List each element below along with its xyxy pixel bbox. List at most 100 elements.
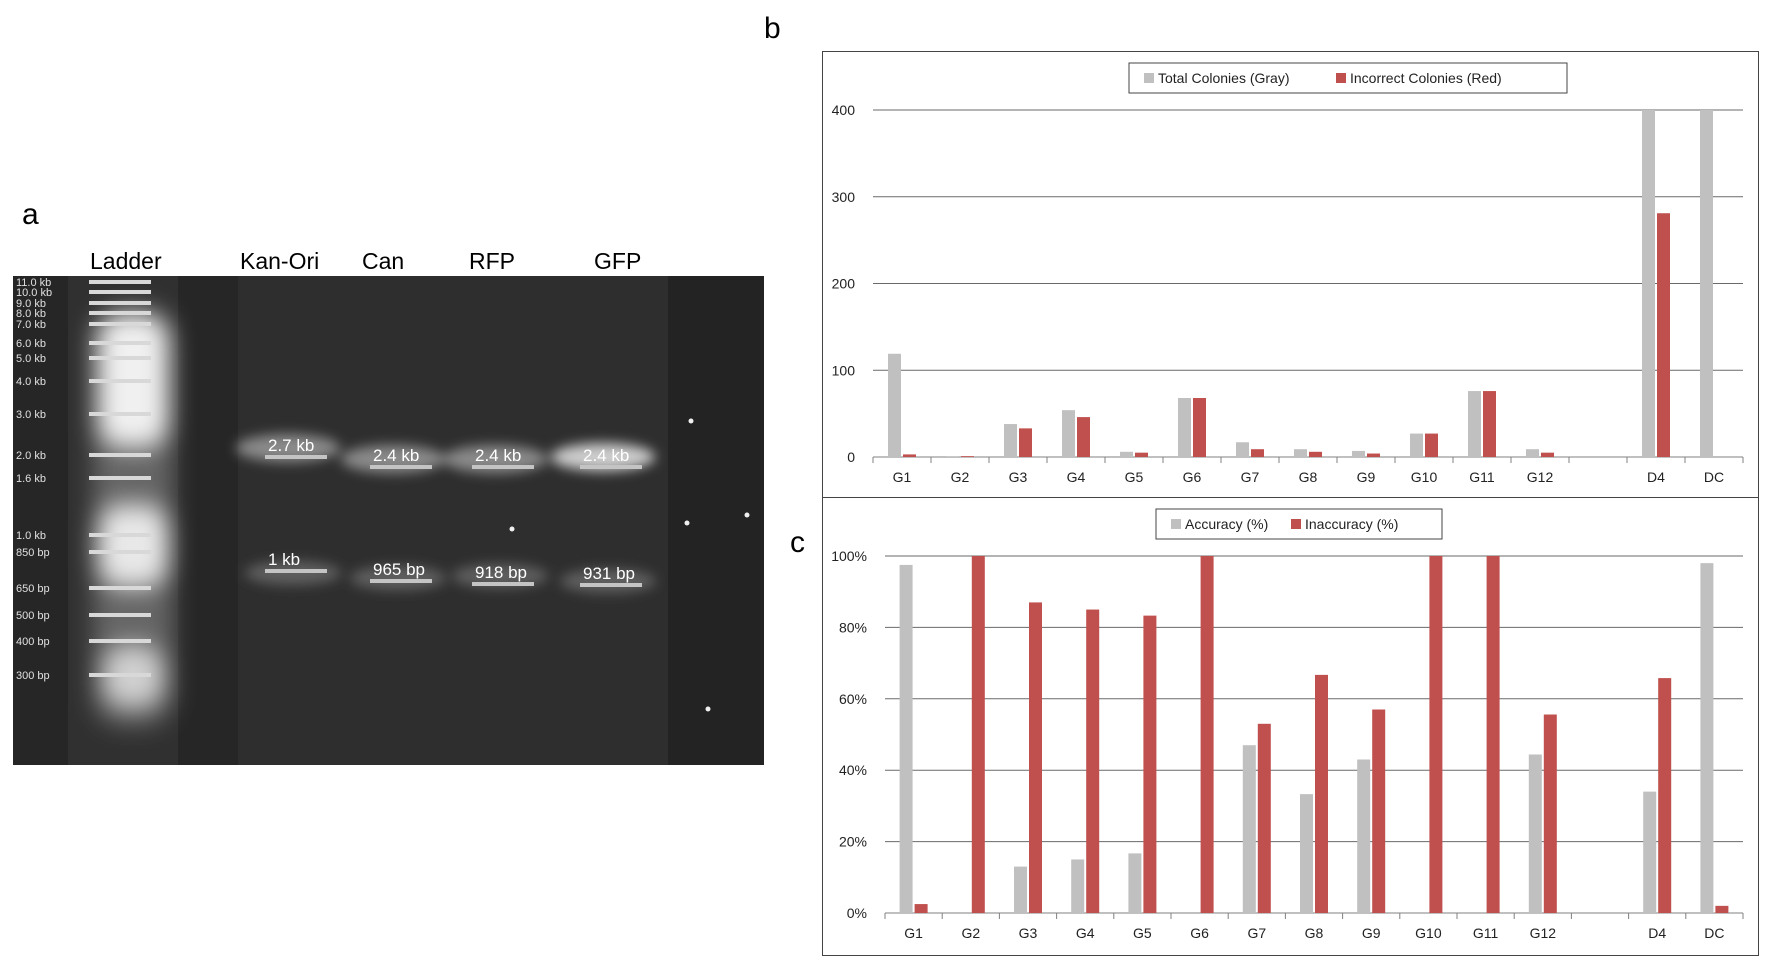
x-tick-label: G10 xyxy=(1411,469,1438,485)
x-tick-label: DC xyxy=(1704,925,1724,941)
ladder-mark-line xyxy=(89,322,151,326)
x-tick-label: G8 xyxy=(1305,925,1324,941)
x-tick-label: G12 xyxy=(1530,925,1557,941)
ladder-mark-line xyxy=(89,341,151,345)
y-tick-label: 100% xyxy=(831,548,867,564)
bar-gray xyxy=(1071,859,1085,913)
band-label-lower: 1 kb xyxy=(268,550,300,569)
ladder-mark-line xyxy=(89,280,151,284)
bar-gray xyxy=(1014,866,1027,913)
ladder-mark-label: 11.0 kb xyxy=(16,277,51,289)
y-tick-label: 80% xyxy=(839,619,867,635)
gel-speck xyxy=(744,512,750,518)
x-tick-label: G7 xyxy=(1241,469,1260,485)
x-tick-label: G10 xyxy=(1415,925,1442,941)
x-tick-label: G3 xyxy=(1019,925,1038,941)
band-label-upper: 2.4 kb xyxy=(373,446,419,465)
bar-red xyxy=(1372,709,1386,913)
x-tick-label: G7 xyxy=(1247,925,1266,941)
bar-red xyxy=(961,456,974,457)
bar-gray xyxy=(1700,110,1713,457)
x-tick-label: G9 xyxy=(1357,469,1376,485)
ladder-mark-label: 6.0 kb xyxy=(16,338,46,350)
x-tick-label: G3 xyxy=(1009,469,1028,485)
x-tick-label: G2 xyxy=(961,925,980,941)
x-tick-label: G2 xyxy=(951,469,970,485)
ladder-mark-label: 400 bp xyxy=(16,636,50,648)
ladder-mark-label: 1.0 kb xyxy=(16,530,46,542)
gel-speck xyxy=(688,418,694,424)
bar-gray xyxy=(1178,398,1191,457)
legend-swatch xyxy=(1336,73,1346,83)
upper-band xyxy=(551,443,655,471)
bar-red xyxy=(1251,449,1264,457)
y-tick-label: 0 xyxy=(847,449,855,465)
bar-red xyxy=(1486,556,1500,913)
ladder-mark-line xyxy=(89,613,151,617)
lane-label-kan-ori: Kan-Ori xyxy=(240,248,320,274)
x-tick-label: G9 xyxy=(1362,925,1381,941)
band-marker-lower xyxy=(370,579,432,583)
x-tick-label: G6 xyxy=(1183,469,1202,485)
bar-red xyxy=(1019,428,1032,457)
legend-swatch xyxy=(1171,519,1181,529)
ladder-mark-label: 650 bp xyxy=(16,583,50,595)
ladder-mark-label: 500 bp xyxy=(16,610,50,622)
y-tick-label: 400 xyxy=(832,102,856,118)
ladder-mark-label: 10.0 kb xyxy=(16,287,52,299)
bar-gray xyxy=(1526,449,1539,457)
bar-red xyxy=(1543,714,1557,913)
band-label-upper: 2.7 kb xyxy=(268,436,314,455)
band-label-lower: 965 bp xyxy=(373,560,425,579)
ladder-mark-line xyxy=(89,533,151,537)
bar-gray xyxy=(1242,745,1256,913)
ladder-mark-line xyxy=(89,586,151,590)
bar-gray xyxy=(888,353,901,457)
bar-red xyxy=(1077,417,1090,457)
bar-red xyxy=(1367,453,1380,457)
x-tick-label: G1 xyxy=(904,925,923,941)
lower-band xyxy=(350,566,446,590)
bar-gray xyxy=(946,456,959,457)
x-tick-label: G6 xyxy=(1190,925,1209,941)
bar-red xyxy=(1086,609,1100,913)
ladder-mark-label: 8.0 kb xyxy=(16,308,46,320)
gel-speck xyxy=(705,706,711,712)
band-marker-upper xyxy=(265,455,327,459)
bar-red xyxy=(1193,398,1206,457)
ladder-mark-label: 9.0 kb xyxy=(16,298,46,310)
x-tick-label: G4 xyxy=(1076,925,1095,941)
bar-red xyxy=(1200,556,1214,913)
ladder-mark-label: 2.0 kb xyxy=(16,450,46,462)
ladder-mark-line xyxy=(89,412,151,416)
bar-gray xyxy=(1004,424,1017,457)
bar-red xyxy=(1135,452,1148,457)
bar-gray xyxy=(1300,794,1313,913)
band-marker-lower xyxy=(265,569,327,573)
x-tick-label: G4 xyxy=(1067,469,1086,485)
ladder-mark-line xyxy=(89,453,151,457)
gel-speck xyxy=(509,526,515,532)
ladder-mark-label: 850 bp xyxy=(16,547,50,559)
bar-gray xyxy=(1528,754,1542,913)
x-tick-label: G8 xyxy=(1299,469,1318,485)
x-tick-label: DC xyxy=(1704,469,1724,485)
ladder-mark-line xyxy=(89,673,151,677)
x-tick-label: D4 xyxy=(1647,469,1665,485)
x-tick-label: G5 xyxy=(1133,925,1152,941)
lane-label-gfp: GFP xyxy=(594,248,642,274)
ladder-mark-label: 4.0 kb xyxy=(16,376,46,388)
legend-swatch xyxy=(1291,519,1301,529)
ladder-mark-line xyxy=(89,476,151,480)
bar-red xyxy=(971,556,985,913)
bar-red xyxy=(1425,433,1438,457)
bar-red xyxy=(1715,905,1729,913)
ladder-mark-label: 7.0 kb xyxy=(16,319,46,331)
panel-letter-a: a xyxy=(22,198,39,231)
ladder-mark-line xyxy=(89,379,151,383)
bar-gray xyxy=(1120,451,1133,457)
accuracy-chart: 0% 20% 40% 60% 80% 100% G1 G2 G3 G4 G5 G6 G7 G8 G9 G10 G… xyxy=(831,508,1744,941)
bar-red xyxy=(914,904,928,913)
ladder-bright-mid xyxy=(98,506,168,586)
